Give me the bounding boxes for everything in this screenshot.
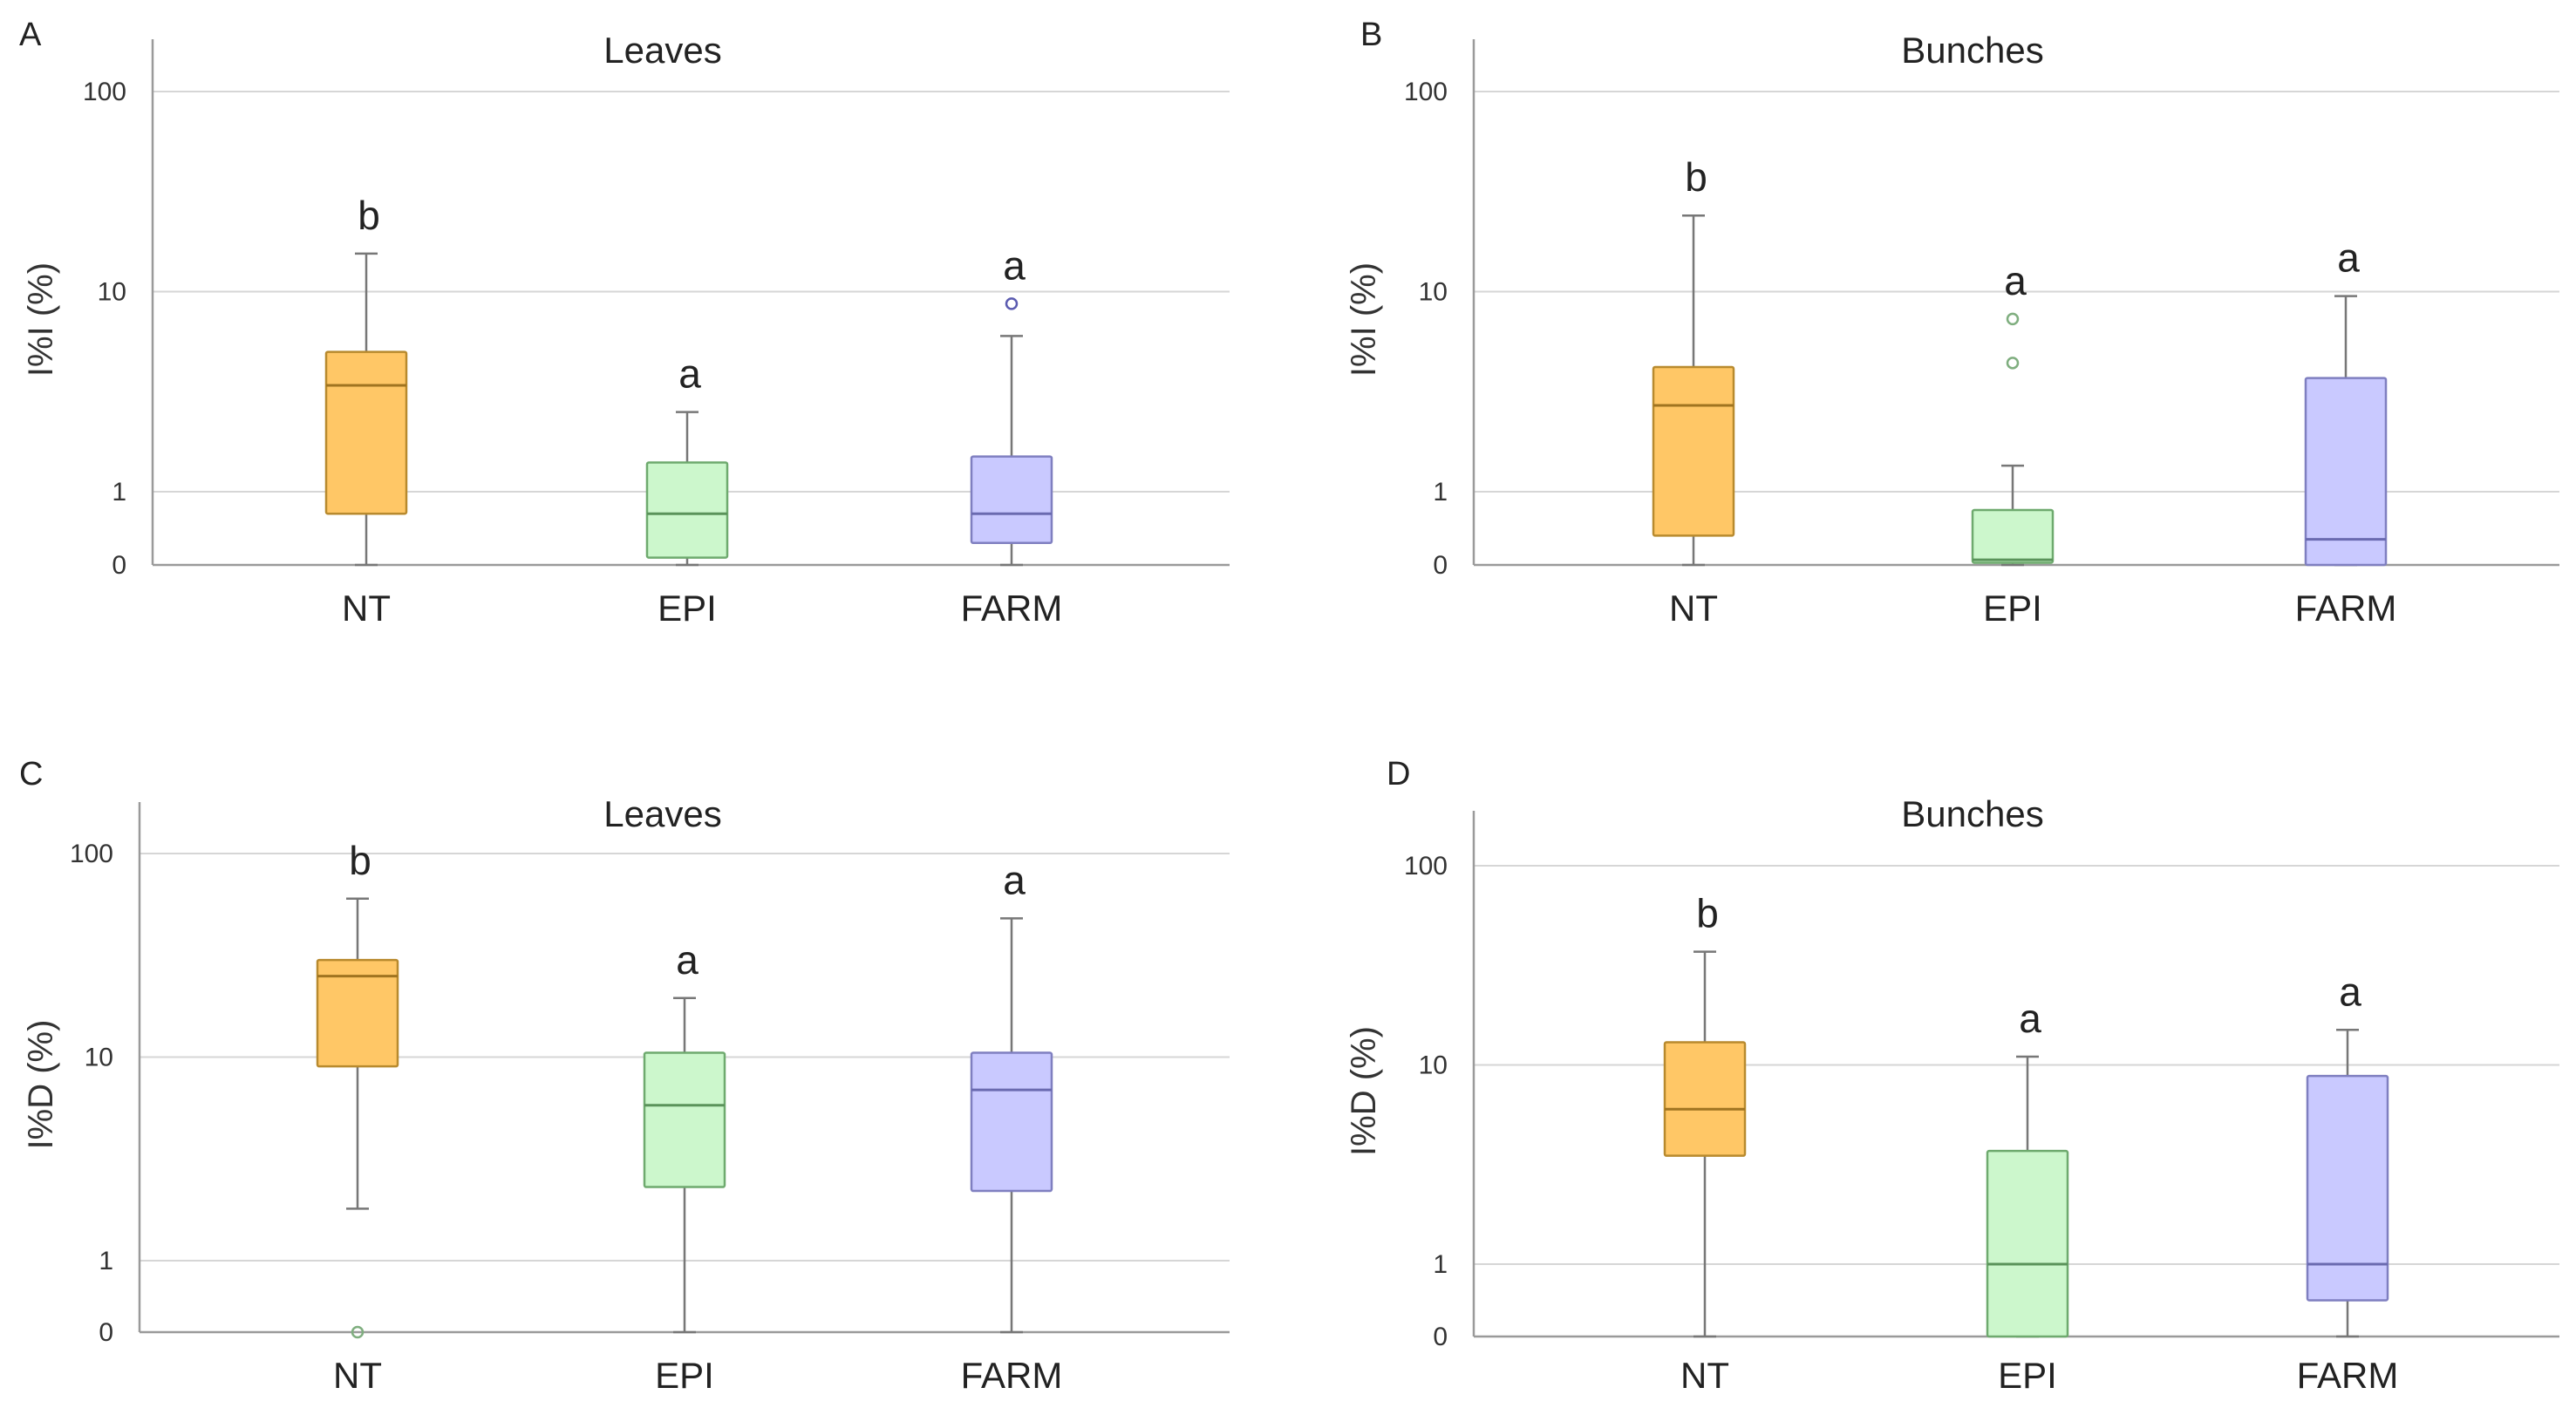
iqr-box	[970, 455, 1053, 545]
iqr-box	[324, 350, 408, 515]
significance-label: b	[349, 838, 371, 883]
significance-label: a	[2337, 235, 2360, 281]
significance-label: a	[1003, 242, 1026, 288]
outlier-point	[1005, 297, 1019, 310]
panel-c: C Leaves 0 1 10 100 I%D (%) b NT a EPI a FARM	[19, 756, 1230, 1396]
significance-label: a	[676, 937, 699, 983]
y-tick-label: 0	[1433, 551, 1448, 580]
y-axis-label: I%D (%)	[1345, 1026, 1383, 1156]
box-nt: b	[316, 838, 399, 1339]
iqr-box	[970, 1051, 1053, 1193]
outlier-point	[351, 1325, 365, 1339]
outlier-point	[2006, 357, 2020, 370]
box-nt: b	[1663, 891, 1747, 1338]
box-nt: b	[1652, 154, 1735, 567]
panel-letter: C	[19, 756, 43, 792]
iqr-box	[2306, 1074, 2389, 1302]
chart-title: Bunches	[1901, 30, 2043, 71]
y-tick-label: 10	[1419, 278, 1448, 307]
x-tick-label: NT	[1680, 1355, 1729, 1396]
y-tick-label: 10	[98, 278, 126, 307]
iqr-box	[2304, 377, 2388, 567]
x-tick-label: EPI	[658, 588, 717, 629]
iqr-box	[1652, 365, 1735, 537]
y-axis-label: I%I (%)	[1345, 262, 1383, 377]
y-tick-label: 1	[112, 478, 126, 507]
box-farm: a	[970, 242, 1053, 567]
iqr-box	[316, 958, 399, 1068]
x-tick-label: FARM	[961, 588, 1063, 629]
x-tick-label: EPI	[655, 1355, 714, 1396]
y-tick-label: 100	[70, 840, 113, 868]
box-nt: b	[324, 193, 408, 567]
y-tick-label: 1	[1433, 478, 1448, 507]
y-tick-label: 1	[1433, 1250, 1448, 1279]
y-tick-label: 100	[1404, 78, 1448, 106]
box-farm: a	[970, 857, 1053, 1334]
chart-title: Bunches	[1901, 793, 2043, 834]
y-tick-label: 1	[99, 1247, 113, 1275]
box-farm: a	[2306, 969, 2389, 1338]
box-farm: a	[2304, 235, 2388, 567]
panel-a: A Leaves 0 1 10 100 I%I (%) b NT a EPI a FARM	[19, 17, 1230, 629]
iqr-box	[1663, 1041, 1747, 1157]
significance-label: a	[2019, 996, 2041, 1041]
box-epi: a	[643, 937, 726, 1334]
significance-label: a	[1003, 857, 1026, 902]
box-epi: a	[1971, 258, 2055, 567]
significance-label: b	[358, 193, 380, 238]
x-tick-label: NT	[342, 588, 391, 629]
iqr-box	[1971, 508, 2055, 564]
panel-b: B Bunches 0 1 10 100 I%I (%) b NT a EPI a FARM	[1345, 17, 2559, 629]
significance-label: a	[2339, 969, 2361, 1014]
y-tick-label: 0	[1433, 1323, 1448, 1351]
outlier-point	[2006, 312, 2020, 326]
x-tick-label: FARM	[2295, 588, 2397, 629]
panel-d: D Bunches 0 1 10 100 I%D (%) b NT a EPI a FARM	[1345, 756, 2559, 1396]
y-tick-label: 100	[83, 78, 126, 106]
chart-title: Leaves	[603, 30, 721, 71]
iqr-box	[645, 461, 729, 559]
iqr-box	[643, 1051, 726, 1188]
significance-label: b	[1696, 891, 1719, 936]
y-axis-label: I%I (%)	[22, 262, 60, 377]
y-tick-label: 0	[112, 551, 126, 580]
y-tick-label: 10	[85, 1044, 113, 1072]
y-tick-label: 0	[99, 1318, 113, 1347]
box-epi: a	[645, 351, 729, 567]
x-tick-label: FARM	[961, 1355, 1063, 1396]
panel-letter: B	[1360, 17, 1382, 53]
y-tick-label: 100	[1404, 852, 1448, 881]
x-tick-label: FARM	[2297, 1355, 2399, 1396]
box-epi: a	[1986, 996, 2069, 1338]
y-axis-label: I%D (%)	[22, 1020, 60, 1150]
y-tick-label: 10	[1419, 1051, 1448, 1080]
x-tick-label: EPI	[1998, 1355, 2057, 1396]
significance-label: b	[1685, 154, 1707, 200]
significance-label: a	[678, 351, 701, 397]
panel-letter: D	[1387, 756, 1410, 792]
significance-label: a	[2004, 258, 2027, 303]
x-tick-label: EPI	[1983, 588, 2042, 629]
panel-letter: A	[19, 17, 42, 53]
iqr-box	[1986, 1149, 2069, 1338]
x-tick-label: NT	[333, 1355, 382, 1396]
chart-title: Leaves	[603, 793, 721, 834]
x-tick-label: NT	[1669, 588, 1718, 629]
